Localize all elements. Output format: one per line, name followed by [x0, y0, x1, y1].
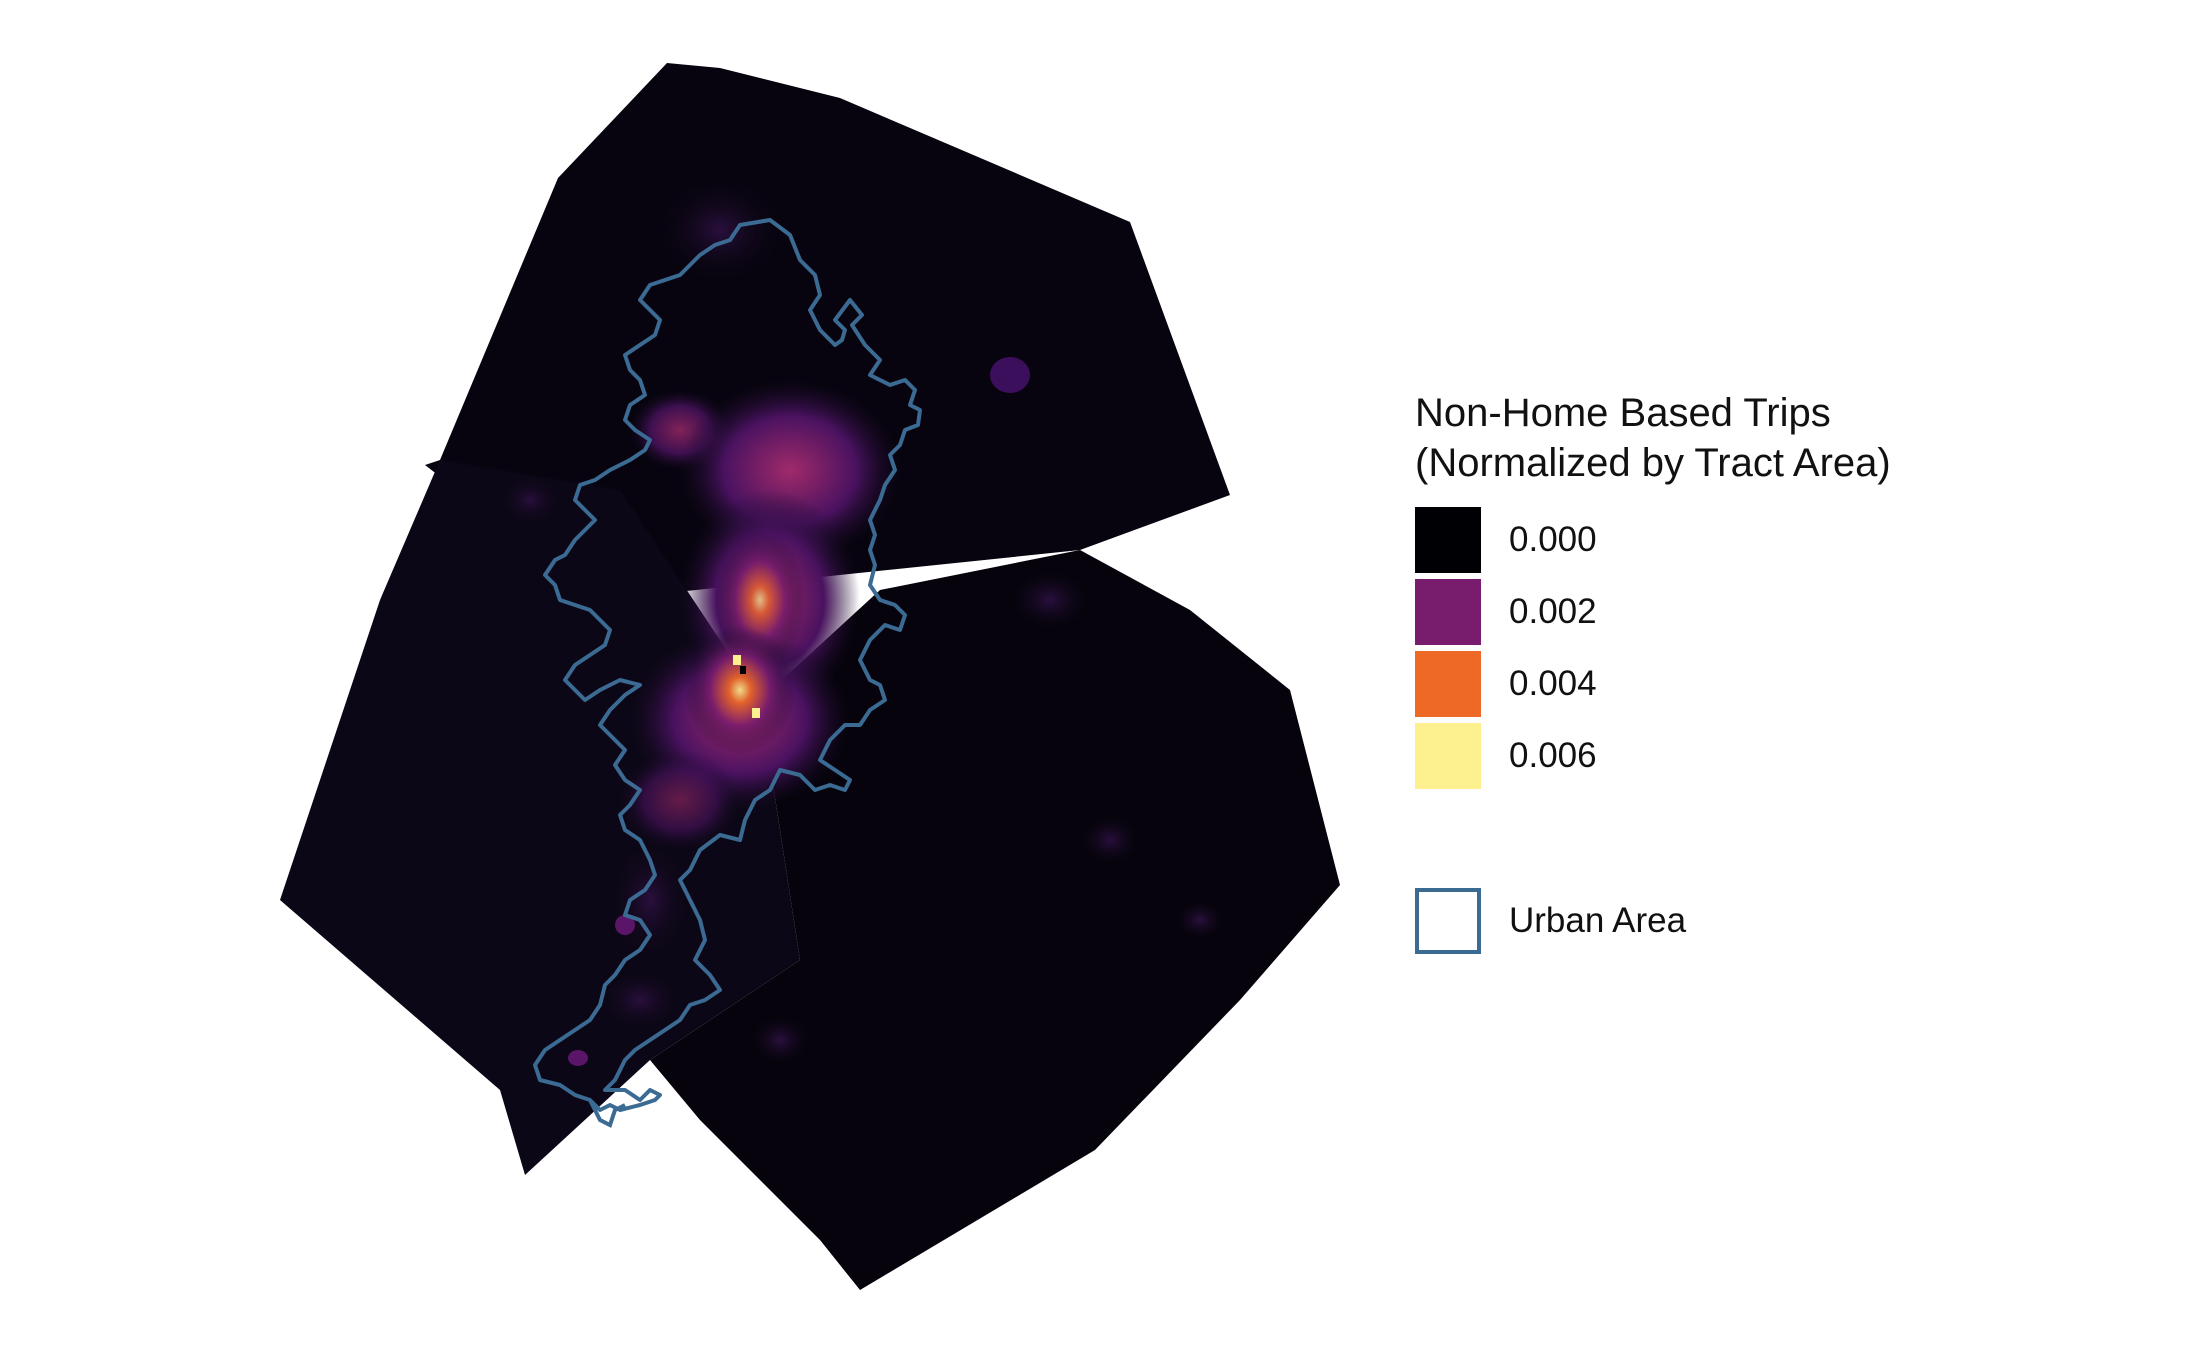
- legend-title: Non-Home Based Trips (Normalized by Trac…: [1415, 388, 1891, 488]
- legend-color-scale: 0.000 0.002 0.004 0.006: [1415, 504, 1891, 792]
- urban-area-label: Urban Area: [1509, 901, 1687, 940]
- legend-swatch: [1415, 723, 1481, 789]
- legend-label: 0.006: [1509, 736, 1597, 775]
- legend-label: 0.000: [1509, 520, 1597, 559]
- legend-title-line2: (Normalized by Tract Area): [1415, 441, 1891, 485]
- urban-area-boundary-south: [588, 1099, 626, 1128]
- legend-item: 0.002: [1415, 576, 1891, 648]
- legend-item: 0.006: [1415, 720, 1891, 792]
- legend-item: 0.004: [1415, 648, 1891, 720]
- urban-area-swatch: [1415, 888, 1481, 954]
- legend-label: 0.002: [1509, 592, 1597, 631]
- legend-title-line1: Non-Home Based Trips: [1415, 391, 1831, 435]
- legend-item: 0.000: [1415, 504, 1891, 576]
- legend-swatch: [1415, 651, 1481, 717]
- rural-tracts: [500, 357, 1225, 1065]
- legend-swatch: [1415, 507, 1481, 573]
- legend-urban-area: Urban Area: [1415, 888, 1891, 954]
- county-north: [425, 63, 1230, 600]
- urban-area-boundary: [533, 218, 922, 1112]
- legend: Non-Home Based Trips (Normalized by Trac…: [1415, 388, 1891, 954]
- legend-swatch: [1415, 579, 1481, 645]
- legend-label: 0.004: [1509, 664, 1597, 703]
- urban-core-tracts: [568, 180, 900, 1066]
